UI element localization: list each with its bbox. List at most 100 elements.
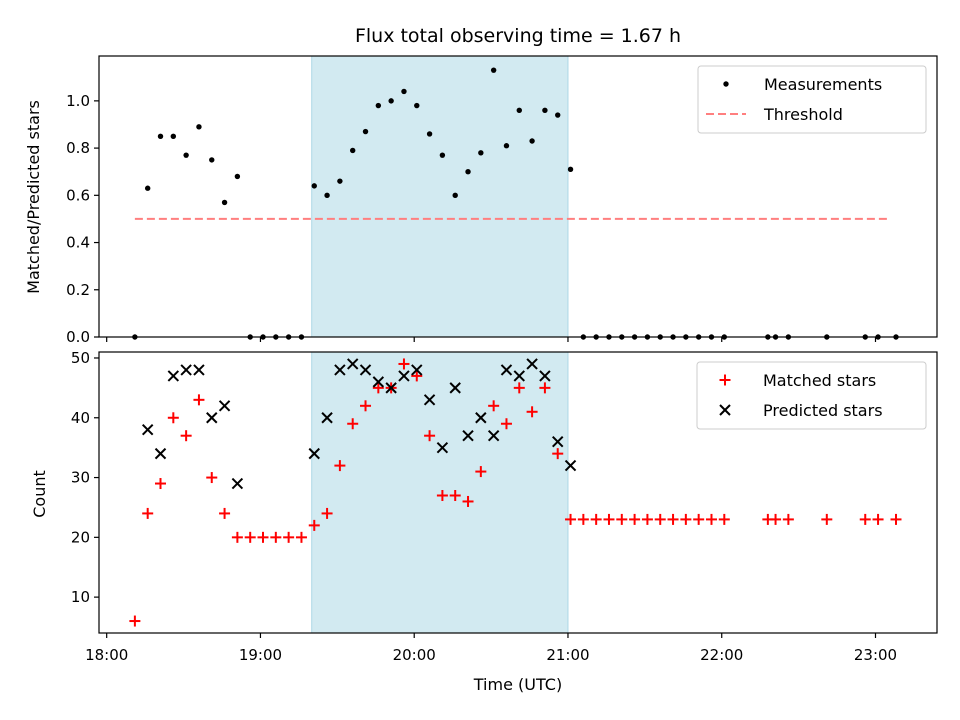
matched-star-point	[398, 358, 410, 370]
measurement-point	[144, 185, 151, 191]
measurement-point	[183, 152, 189, 158]
predicted-star-point	[218, 400, 231, 412]
cross-b	[462, 429, 474, 442]
cross-b	[346, 358, 359, 370]
y-tick-label-bottom: 30	[71, 469, 90, 487]
cross-b	[359, 364, 372, 376]
cross-b	[385, 382, 397, 394]
predicted-star-point	[475, 412, 487, 424]
x-tick-label: 19:00	[239, 646, 282, 664]
cross-b	[539, 370, 551, 382]
measurement-point	[337, 178, 343, 184]
measurement-point	[362, 128, 369, 135]
predicted-star-point	[500, 364, 513, 376]
measurement-point	[350, 147, 356, 154]
matched-star-point	[411, 370, 423, 382]
matched-star-point	[257, 531, 269, 543]
measurement-point	[439, 152, 446, 158]
predicted-star-point	[462, 429, 474, 442]
legend-label: Predicted stars	[763, 401, 883, 420]
cross-b	[564, 459, 577, 472]
predicted-star-point	[308, 447, 320, 460]
matched-star-point	[629, 513, 641, 525]
matched-star-point	[475, 466, 487, 478]
predicted-star-point	[385, 382, 397, 394]
predicted-star-point	[398, 370, 410, 382]
matched-star-point	[334, 460, 346, 472]
matched-star-point	[270, 531, 282, 543]
predicted-star-point	[436, 441, 449, 454]
matched-star-point	[372, 382, 384, 394]
predicted-star-point	[552, 435, 564, 448]
matched-star-point	[436, 489, 448, 501]
predicted-star-point	[372, 376, 385, 388]
matched-star-point	[513, 382, 525, 394]
predicted-star-point	[487, 429, 500, 442]
plot-layer: 0.0 0.2 0.4 0.6 0.8 1.0 10 20 30 40 50 18:00 19:00 20…	[66, 55, 938, 664]
matched-star-point	[308, 519, 320, 531]
cross-b	[334, 364, 346, 376]
matched-star-point	[577, 513, 589, 525]
measurement-point	[157, 133, 164, 139]
cross-b	[423, 394, 436, 406]
predicted-star-point	[513, 370, 525, 382]
matched-star-point	[206, 472, 218, 484]
measurement-point	[503, 143, 510, 149]
predicted-star-point	[321, 412, 333, 424]
cross-b	[167, 370, 180, 382]
predicted-star-point	[231, 477, 244, 490]
y-tick-label-bottom: 10	[71, 588, 90, 606]
legend-marker-dot	[723, 81, 729, 87]
y-tick-label-bottom: 50	[71, 349, 90, 367]
matched-star-point	[590, 513, 602, 525]
predicted-star-point	[359, 364, 372, 376]
y-tick-label-top: 0.8	[66, 139, 90, 157]
x-tick-label: 20:00	[393, 646, 436, 664]
cross-b	[513, 370, 525, 382]
predicted-star-point	[193, 364, 205, 376]
measurement-point	[401, 88, 407, 95]
matched-star-point	[565, 513, 577, 525]
measurement-point	[567, 166, 574, 173]
matched-star-point	[500, 418, 512, 430]
matched-star-point	[539, 382, 551, 394]
matched-star-point	[155, 478, 167, 490]
cross-b	[500, 364, 513, 376]
predicted-star-point	[526, 358, 538, 370]
matched-star-point	[641, 513, 653, 525]
measurement-point	[196, 124, 202, 130]
top-axes-frame	[98, 55, 938, 338]
x-tick-label: 22:00	[700, 646, 743, 664]
predicted-star-point	[539, 370, 551, 382]
measurement-point	[516, 107, 522, 114]
matched-star-point	[167, 412, 179, 424]
cross-b	[372, 376, 385, 388]
matched-star-point	[193, 394, 205, 406]
matched-star-point	[705, 513, 717, 525]
x-axis-label: Time (UTC)	[473, 675, 562, 694]
cross-b	[436, 441, 449, 454]
matched-star-point	[616, 513, 628, 525]
predicted-star-point	[449, 382, 461, 394]
matched-star-point	[603, 513, 615, 525]
measurement-point	[209, 157, 215, 163]
measurement-point	[490, 67, 497, 73]
matched-star-point	[244, 531, 256, 543]
legend-label: Measurements	[764, 75, 882, 94]
matched-star-point	[449, 489, 461, 501]
predicted-star-point	[564, 459, 577, 472]
legend-top: Measurements Threshold	[697, 65, 927, 134]
cross-b	[193, 364, 205, 376]
measurement-point	[414, 102, 420, 109]
matched-star-point	[654, 513, 666, 525]
cross-b	[321, 412, 333, 424]
matched-star-point	[552, 448, 564, 460]
y-tick-label-top: 1.0	[66, 92, 90, 110]
measurement-point	[234, 173, 241, 180]
x-tick-label: 23:00	[854, 646, 897, 664]
measurement-point	[465, 169, 471, 175]
y-tick-label-top: 0.6	[66, 186, 90, 204]
matched-star-point	[321, 507, 333, 519]
matched-star-point	[770, 513, 782, 525]
